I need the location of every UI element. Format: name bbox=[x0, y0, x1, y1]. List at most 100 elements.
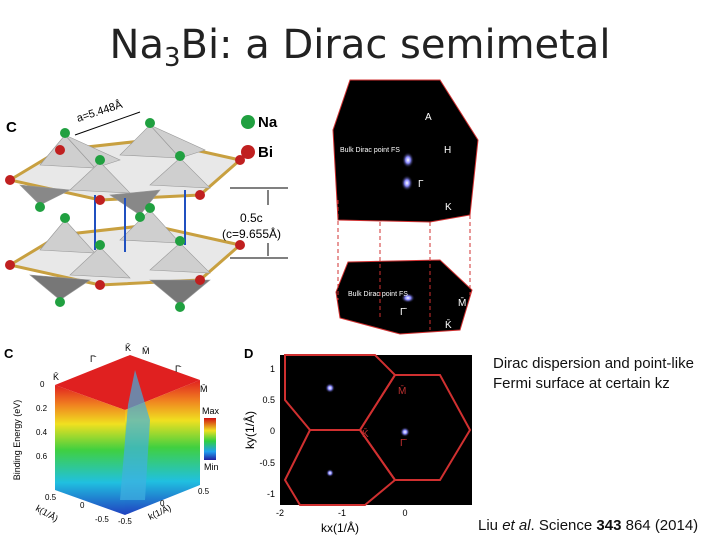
bi-atoms-part bbox=[241, 145, 255, 159]
y-tick: 1 bbox=[270, 364, 275, 374]
slide-title: Na3Bi: a Dirac semimetal bbox=[0, 22, 720, 73]
pyramids-part bbox=[149, 124, 206, 159]
bz-label: M̄ bbox=[458, 296, 466, 309]
bi-atoms bbox=[5, 145, 255, 290]
bz-label: K̄ bbox=[445, 318, 452, 331]
pyramids-part bbox=[39, 219, 96, 254]
cite-italic: et al bbox=[502, 517, 531, 534]
caption: Dirac dispersion and point-like Fermi su… bbox=[493, 355, 694, 392]
fermi-spot bbox=[326, 469, 334, 477]
point-label: Γ̄ bbox=[400, 438, 408, 449]
bz-label: K bbox=[445, 202, 452, 213]
pyramids-part bbox=[149, 242, 211, 274]
fermi-figure-part: -2 -1 0 bbox=[276, 508, 408, 518]
point-label: K̄ bbox=[362, 427, 369, 440]
y-axis-label: ky(1/Å) bbox=[242, 411, 257, 449]
x-tick: -0.5 bbox=[118, 517, 132, 526]
pyramids bbox=[19, 124, 211, 306]
dirac-cone bbox=[120, 370, 150, 500]
x-tick: 0.5 bbox=[198, 487, 210, 496]
x-axis-label: kx(1/Å) bbox=[321, 520, 359, 535]
bi-atoms-part bbox=[195, 275, 205, 285]
panel-label: C bbox=[4, 346, 14, 361]
projection-lines bbox=[337, 200, 471, 330]
na-atoms-part bbox=[175, 236, 185, 246]
y-axis-label: Binding Energy (eV) bbox=[12, 400, 22, 481]
na-atoms-part bbox=[145, 118, 155, 128]
colorbar bbox=[204, 418, 216, 460]
pyramids-part bbox=[29, 274, 91, 301]
fermi-figure-part: M̄ K̄ Γ̄ bbox=[362, 384, 408, 449]
bz-label: Γ̄ bbox=[400, 307, 408, 318]
lattice-arrow bbox=[74, 111, 141, 136]
pyramids-part bbox=[69, 246, 131, 279]
na-atoms-part bbox=[35, 202, 45, 212]
panel-label: C bbox=[6, 119, 17, 136]
title-part: Na bbox=[109, 22, 164, 68]
pyramids-part bbox=[149, 279, 211, 306]
k-label: M̄ bbox=[200, 384, 208, 394]
y-tick: -1 bbox=[267, 489, 275, 499]
k-label: K̄ bbox=[53, 372, 59, 382]
na-atoms-part bbox=[175, 151, 185, 161]
spacing-label: 0.5c bbox=[240, 211, 263, 225]
bonds bbox=[94, 190, 186, 252]
lattice-label: a=5.448Å bbox=[75, 98, 125, 125]
na-atoms-part bbox=[145, 203, 155, 213]
bz-hexagons-part bbox=[283, 429, 397, 506]
cite-part: 864 (2014) bbox=[621, 517, 699, 534]
brillouin-figure-part: A H Bulk Dirac point FS Γ K Bulk Dirac p… bbox=[340, 112, 466, 331]
bi-atoms-part bbox=[5, 175, 15, 185]
bi-atoms-part bbox=[235, 155, 245, 165]
cite-bold: 343 bbox=[596, 517, 622, 534]
k-label: Γ̄ bbox=[90, 354, 97, 364]
pyramids-part bbox=[119, 209, 181, 244]
fermi-spots-part bbox=[402, 152, 414, 168]
x-axis-label: k(1/Å) bbox=[34, 503, 60, 524]
bi-atoms-part bbox=[95, 280, 105, 290]
pyramids-part bbox=[19, 184, 72, 206]
na-atoms-part bbox=[135, 212, 145, 222]
bz-label: H bbox=[444, 145, 451, 156]
dispersion-figure: C Max Min Binding Energy (eV) 0 0.2 0.4 … bbox=[4, 343, 220, 526]
legend-na: Na bbox=[258, 114, 278, 131]
bi-atoms-part bbox=[95, 195, 105, 205]
na-atoms-part bbox=[60, 213, 70, 223]
x-tick: 0 bbox=[402, 508, 407, 518]
crystal-figure: C bbox=[5, 98, 288, 312]
legend-bi: Bi bbox=[258, 144, 273, 161]
pyramids-part bbox=[69, 161, 131, 194]
y-tick: -0.5 bbox=[259, 458, 275, 468]
brillouin-figure: A H Bulk Dirac point FS Γ K Bulk Dirac p… bbox=[332, 79, 479, 335]
na-atoms-part bbox=[95, 155, 105, 165]
band-top bbox=[55, 355, 200, 410]
bz-label: A bbox=[425, 112, 432, 123]
title-subscript: 3 bbox=[163, 43, 181, 73]
x-tick: 0 bbox=[80, 501, 85, 510]
bz-label: Bulk Dirac point FS bbox=[340, 147, 400, 154]
na-atoms-part bbox=[95, 240, 105, 250]
pyramids-part bbox=[149, 157, 211, 189]
cite-part: Liu bbox=[478, 517, 503, 534]
y-tick: 0.2 bbox=[36, 404, 48, 413]
title-part: Bi: a Dirac semimetal bbox=[180, 22, 611, 68]
band-front-left bbox=[55, 385, 125, 515]
bi-atoms-part bbox=[5, 260, 15, 270]
y-tick: 0.5 bbox=[262, 395, 275, 405]
x-tick: -0.5 bbox=[95, 515, 109, 524]
bi-atoms-part bbox=[55, 145, 65, 155]
fermi-figure-part: 1 0.5 0 -0.5 -1 bbox=[259, 364, 275, 499]
na-atoms-part bbox=[55, 297, 65, 307]
fermi-figure: D M̄ K̄ Γ̄ 1 0.5 0 -0.5 -1 bbox=[242, 346, 472, 535]
bi-atoms-part bbox=[235, 240, 245, 250]
colorbar-max: Max bbox=[202, 406, 220, 416]
spacing-marker bbox=[230, 187, 288, 259]
k-label: M̄ bbox=[142, 346, 150, 356]
na-atoms bbox=[35, 115, 255, 312]
fermi-spots-part bbox=[401, 175, 413, 191]
cite-part: . Science bbox=[530, 517, 597, 534]
x-tick: 0 bbox=[160, 499, 165, 508]
citation: Liu et al. Science 343 864 (2014) bbox=[478, 517, 698, 534]
fermi-spot bbox=[325, 383, 335, 393]
